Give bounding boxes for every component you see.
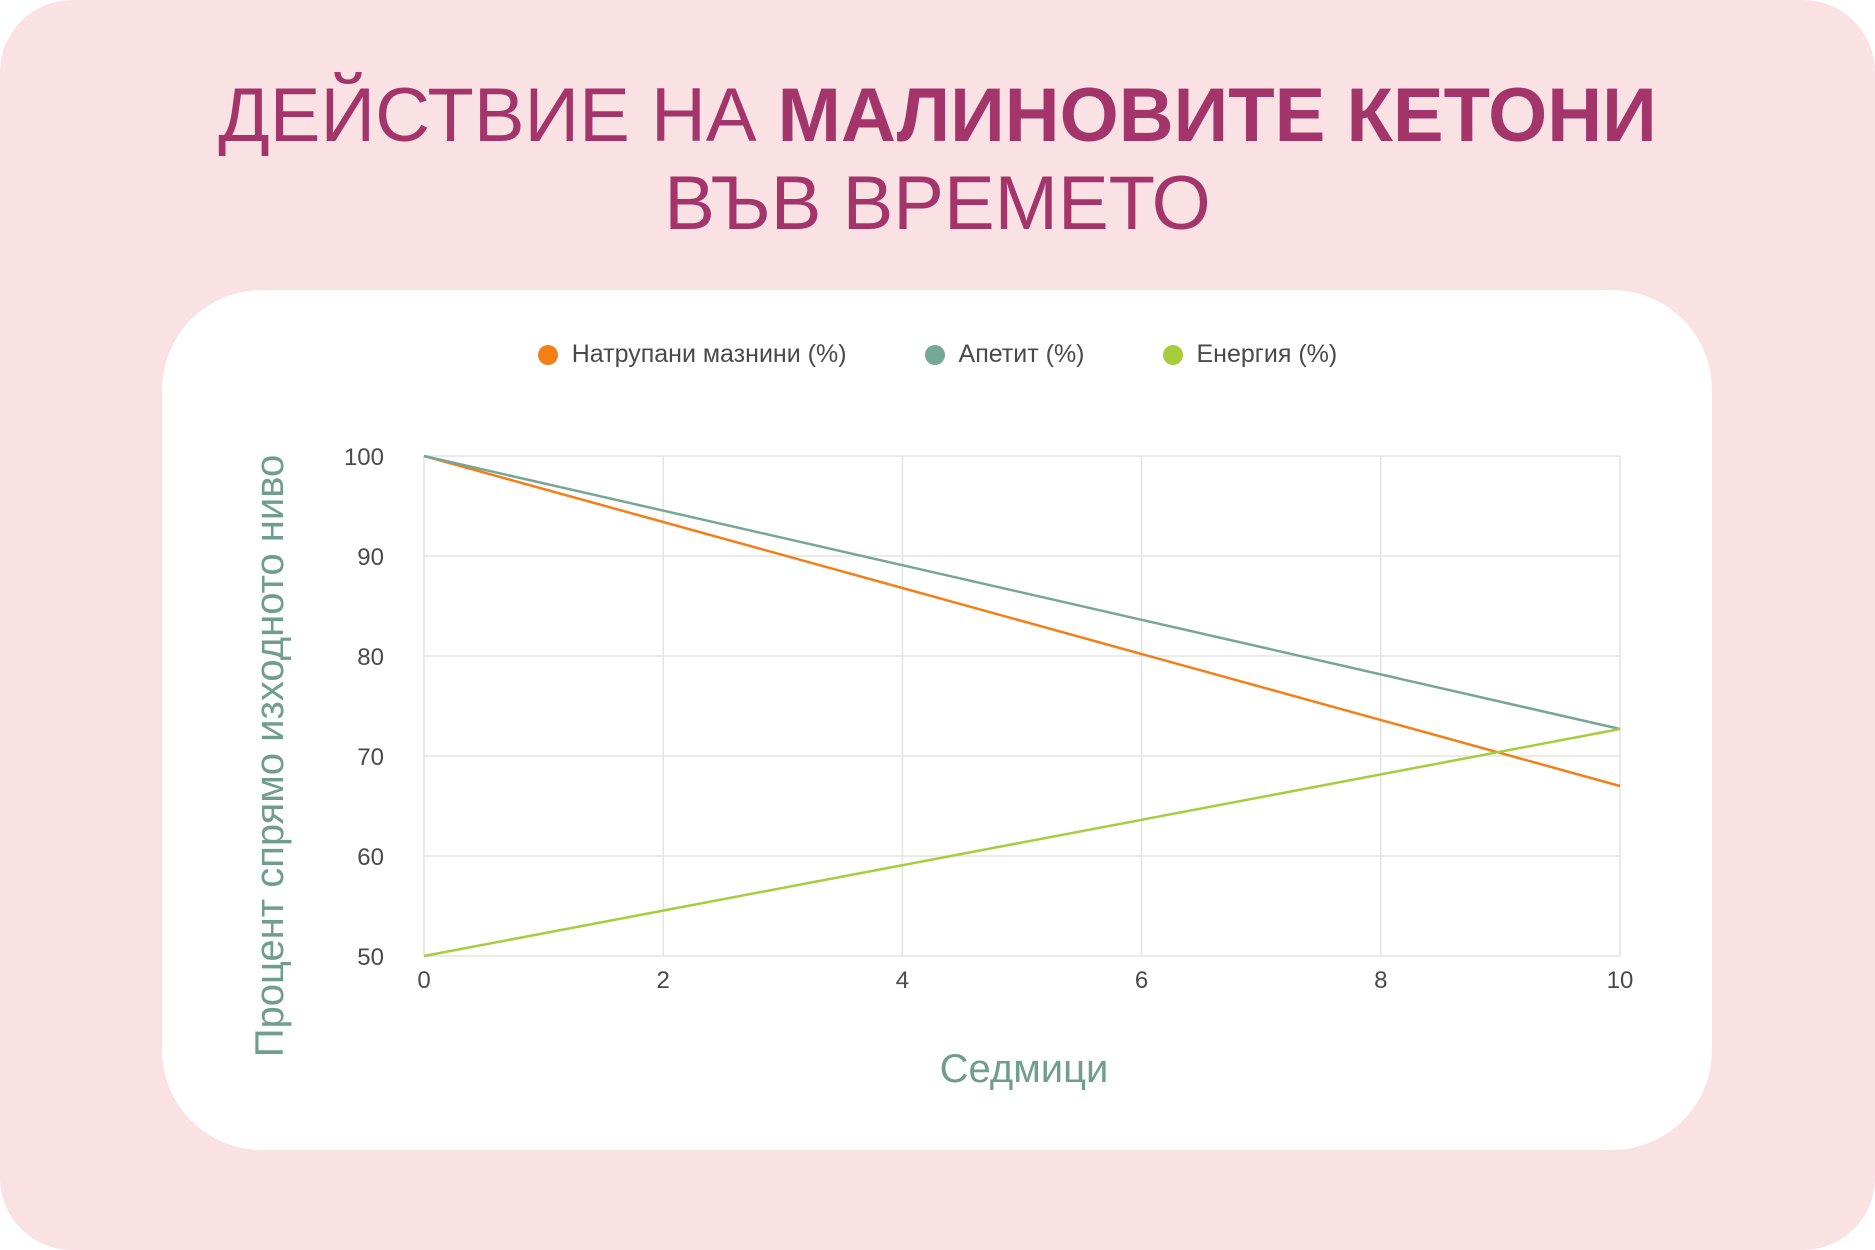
legend-item-2: Апетит (%) [924, 340, 1085, 369]
y-tick-label: 80 [357, 644, 384, 671]
page-title: ДЕЙСТВИЕ НА МАЛИНОВИТЕ КЕТОНИ ВЪВ ВРЕМЕТ… [0, 72, 1875, 248]
y-tick-label: 90 [357, 544, 384, 571]
legend-item-3: Енергия (%) [1162, 340, 1338, 369]
y-axis-title: Процент спрямо изходното ниво [248, 455, 292, 1058]
x-tick-label: 10 [1607, 967, 1634, 994]
legend-item-1: Натрупани мазнини (%) [537, 340, 847, 369]
y-tick-label: 60 [357, 844, 384, 871]
title-highlight: МАЛИНОВИТЕ КЕТОНИ [777, 73, 1657, 158]
y-tick-label: 70 [357, 744, 384, 771]
legend-label: Апетит (%) [958, 340, 1085, 368]
x-tick-label: 0 [417, 967, 430, 994]
x-tick-label: 4 [896, 967, 909, 994]
legend-marker [924, 344, 945, 365]
series-line-3 [423, 727, 1621, 958]
series-line-1 [423, 454, 1621, 788]
x-axis-title: Седмици [940, 1047, 1109, 1091]
legend-marker [1162, 344, 1183, 365]
legend-label: Натрупани мазнини (%) [571, 340, 847, 368]
x-tick-label: 2 [657, 967, 670, 994]
legend-label: Енергия (%) [1196, 340, 1338, 368]
legend-marker [537, 344, 558, 365]
x-tick-label: 8 [1374, 967, 1387, 994]
y-tick-label: 100 [344, 444, 384, 471]
y-tick-label: 50 [357, 944, 384, 971]
title-prefix: ДЕЙСТВИЕ НА [218, 73, 778, 158]
series-line-2 [423, 454, 1621, 731]
title-line-2: ВЪВ ВРЕМЕТО [664, 161, 1211, 246]
title-line-1: ДЕЙСТВИЕ НА МАЛИНОВИТЕ КЕТОНИ [0, 72, 1875, 160]
chart-card [162, 290, 1712, 1150]
x-tick-label: 6 [1135, 967, 1148, 994]
chart-legend: Натрупани мазнини (%) Апетит (%) Енергия (… [0, 340, 1875, 369]
